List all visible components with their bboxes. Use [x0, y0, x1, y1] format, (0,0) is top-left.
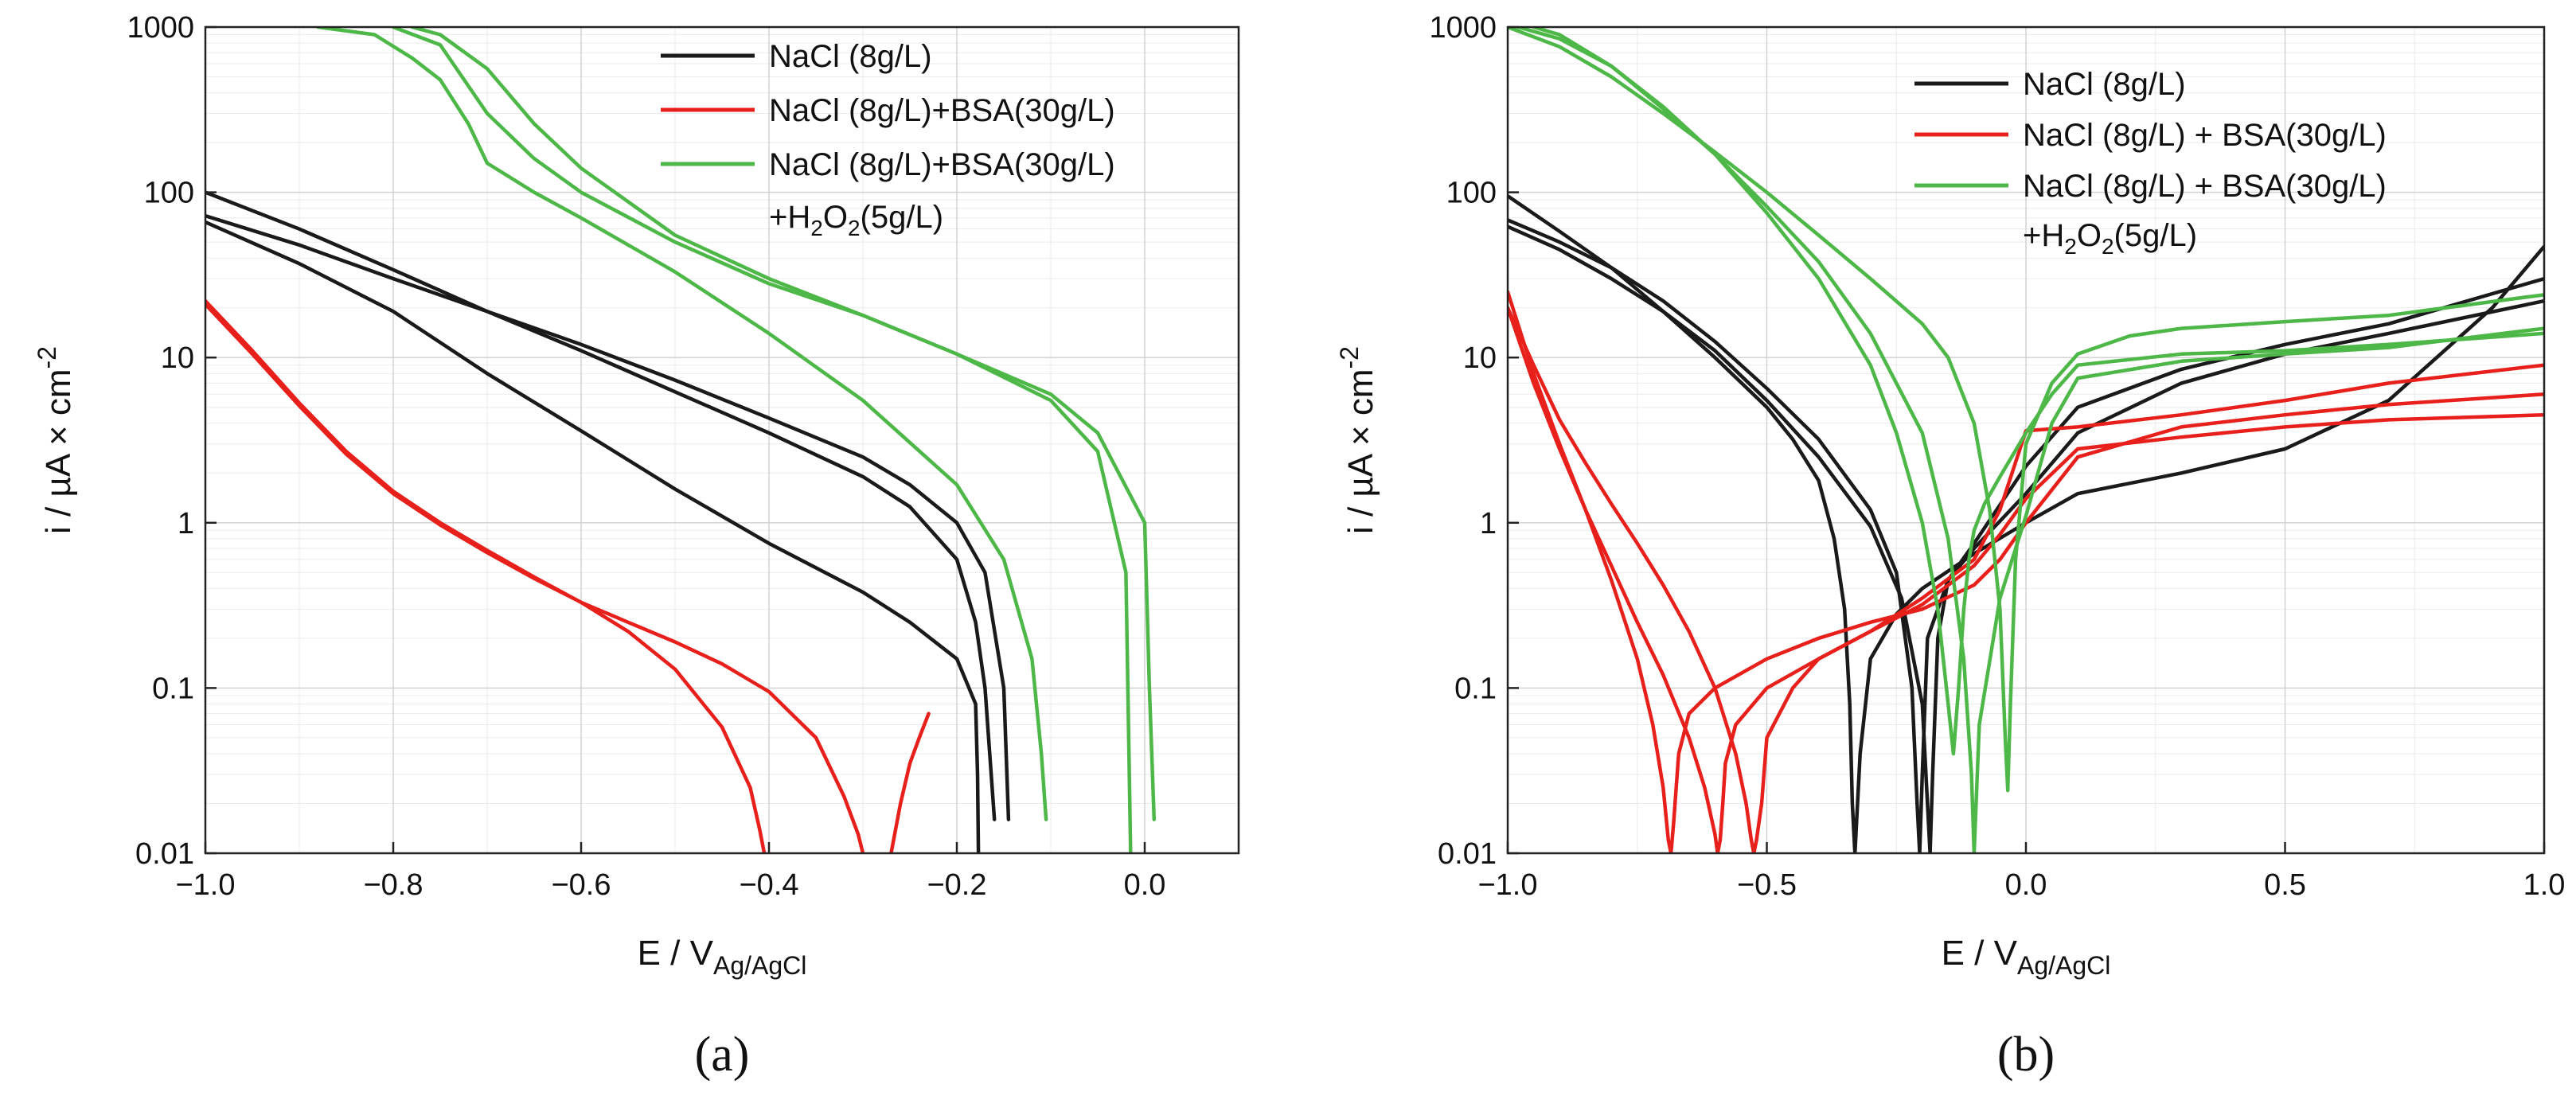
series-line-1	[205, 190, 997, 821]
y-tick-label: 0.1	[152, 672, 194, 705]
legend-entry-line2: +H2O2(5g/L)	[769, 200, 943, 240]
panel-label: (a)	[695, 1028, 750, 1082]
y-tick-label: 10	[161, 341, 194, 375]
chart-panel-a: 0.01 0.1 1 10 100 1000 −1.0 −0.8 −0.6 −0.4 −0.2 0.0…	[33, 11, 1240, 1082]
y-tick-label: 0.1	[1454, 672, 1497, 705]
x-axis-label: E / VAg/AgCl	[638, 934, 807, 980]
x-tick-label: −0.5	[1737, 868, 1797, 902]
plot-frame	[204, 25, 1240, 855]
series-line-2	[1508, 218, 2544, 853]
y-tick-label: 1000	[127, 11, 194, 45]
y-axis-label: i / µA × cm-2	[1335, 346, 1380, 534]
y-axis-label: i / µA × cm-2	[33, 346, 78, 534]
legend: NaCl (8g/L) NaCl (8g/L)+BSA(30g/L) NaCl (8…	[661, 39, 1115, 240]
panel-label: (b)	[1997, 1028, 2055, 1082]
series-line-3	[205, 220, 981, 853]
y-tick-label: 1	[1480, 507, 1497, 540]
series-line-8	[391, 27, 1133, 853]
chart-panel-b: 0.01 0.1 1 10 100 1000 −1.0 −0.5 0.0 0.5 1.0 E / VA…	[1335, 11, 2565, 1082]
y-tick-label: 100	[1446, 177, 1497, 210]
x-tick-label: −1.0	[175, 868, 235, 902]
x-tick-label: 0.0	[1124, 868, 1166, 902]
legend-entry: NaCl (8g/L) + BSA(30g/L)	[2023, 169, 2387, 204]
y-tick-label: 1	[178, 507, 194, 540]
legend: NaCl (8g/L) NaCl (8g/L) + BSA(30g/L) NaCl …	[1914, 67, 2387, 259]
x-tick-label: 1.0	[2523, 868, 2566, 902]
series-line-9	[410, 27, 1157, 821]
x-axis-label: E / VAg/AgCl	[1942, 934, 2111, 980]
legend-entry: NaCl (8g/L)+BSA(30g/L)	[769, 93, 1115, 128]
x-tick-label: −0.6	[551, 868, 611, 902]
y-tick-label: 0.01	[1438, 837, 1497, 871]
series-group	[1508, 27, 2544, 853]
series-line-4	[1508, 290, 2544, 853]
legend-entry: NaCl (8g/L)	[769, 39, 932, 74]
x-tick-label: −0.8	[363, 868, 423, 902]
legend-entry: NaCl (8g/L)+BSA(30g/L)	[769, 147, 1115, 182]
legend-entry: NaCl (8g/L) + BSA(30g/L)	[2023, 118, 2387, 153]
legend-entry: NaCl (8g/L)	[2023, 67, 2186, 102]
x-tick-label: −0.4	[739, 868, 798, 902]
series-line-5	[205, 302, 865, 853]
y-tick-label: 1000	[1429, 11, 1497, 45]
series-line-2	[205, 213, 1011, 821]
series-line-1	[1508, 193, 2544, 853]
x-tick-label: 0.5	[2264, 868, 2306, 902]
series-line-6	[889, 712, 931, 853]
series-group	[205, 27, 1157, 853]
y-tick-label: 0.01	[135, 837, 194, 871]
x-tick-label: −0.2	[927, 868, 986, 902]
series-line-3	[1508, 224, 2544, 853]
x-tick-label: −1.0	[1477, 868, 1537, 902]
y-tick-label: 100	[144, 177, 194, 210]
series-line-9	[1508, 27, 2544, 793]
legend-entry-line2: +H2O2(5g/L)	[2023, 218, 2197, 259]
series-line-5	[1508, 306, 2544, 853]
x-tick-label: 0.0	[2005, 868, 2047, 902]
grid	[205, 26, 1239, 854]
y-tick-label: 10	[1463, 341, 1497, 375]
series-line-7	[316, 27, 1048, 821]
